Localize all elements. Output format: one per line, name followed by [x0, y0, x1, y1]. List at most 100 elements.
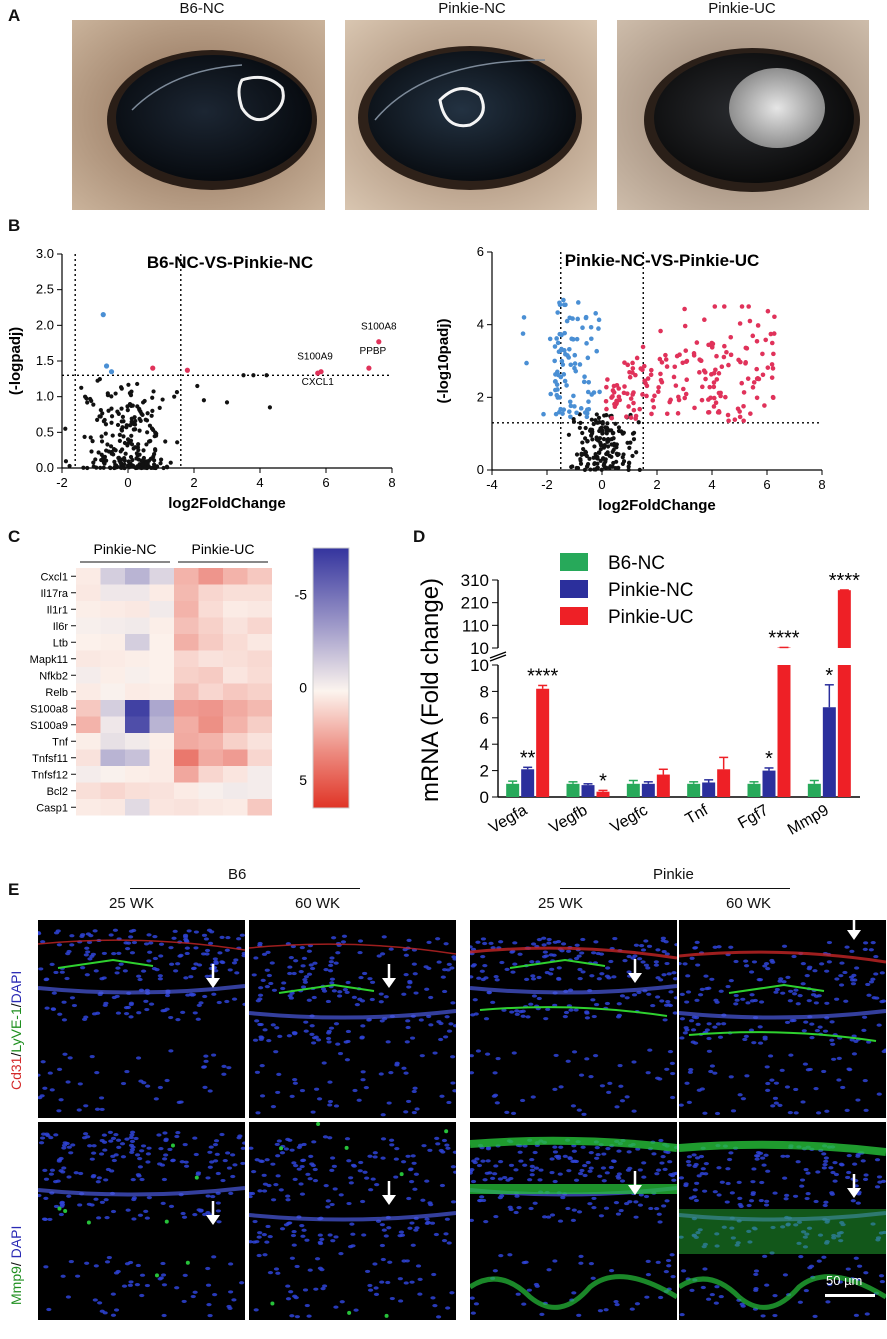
dapi-nucleus	[849, 949, 855, 953]
dapi-nucleus	[476, 1163, 483, 1168]
dapi-nucleus	[147, 950, 153, 954]
dapi-nucleus	[490, 1176, 496, 1180]
ns-gene-point	[127, 391, 133, 396]
up-gene-point	[772, 314, 777, 320]
dapi-nucleus	[655, 1260, 661, 1264]
dapi-nucleus	[275, 1174, 281, 1178]
dapi-nucleus	[846, 1067, 852, 1071]
dapi-nucleus	[743, 1034, 749, 1038]
dapi-nucleus	[699, 987, 705, 991]
dapi-nucleus	[182, 933, 189, 937]
x-tick-label: 6	[322, 475, 329, 490]
dapi-nucleus	[449, 1291, 455, 1295]
y-tick-label: 210	[461, 594, 489, 613]
up-gene-point	[702, 317, 707, 323]
dapi-nucleus	[89, 1157, 95, 1161]
dapi-nucleus	[110, 1292, 116, 1296]
up-gene-point	[750, 385, 756, 390]
ns-gene-point	[585, 464, 590, 469]
dapi-nucleus	[259, 1063, 265, 1068]
down-gene-point	[577, 362, 583, 367]
dapi-nucleus	[212, 957, 218, 961]
dapi-nucleus	[764, 1283, 770, 1287]
lyve1-vessel	[278, 983, 375, 994]
dapi-nucleus	[313, 1287, 319, 1291]
heatmap-cell	[223, 799, 248, 816]
ns-gene-point	[603, 425, 608, 430]
dapi-nucleus	[76, 1108, 82, 1112]
dapi-nucleus	[498, 940, 504, 944]
dapi-nucleus	[686, 1155, 693, 1159]
dapi-nucleus	[580, 970, 586, 974]
dapi-nucleus	[640, 948, 647, 952]
dapi-nucleus	[129, 1139, 136, 1143]
dapi-nucleus	[89, 1054, 95, 1059]
dapi-nucleus	[475, 1049, 482, 1053]
up-gene-point	[652, 393, 657, 399]
dapi-nucleus	[129, 1148, 135, 1152]
dapi-nucleus	[68, 1151, 74, 1155]
dapi-nucleus	[170, 1159, 176, 1163]
down-gene-point	[585, 355, 591, 361]
dapi-nucleus	[193, 946, 199, 950]
up-gene-point	[644, 393, 649, 399]
dapi-nucleus	[518, 1010, 524, 1014]
dapi-nucleus	[270, 1023, 276, 1027]
dapi-nucleus	[605, 1147, 611, 1151]
dapi-nucleus	[326, 1029, 332, 1034]
dapi-nucleus	[158, 1147, 164, 1151]
ns-gene-point	[118, 460, 123, 465]
ns-gene-point	[124, 423, 129, 428]
ns-gene-point	[611, 430, 616, 436]
dapi-nucleus	[589, 974, 595, 978]
dapi-nucleus	[588, 1262, 594, 1266]
dapi-nucleus	[782, 1176, 788, 1180]
dapi-nucleus	[404, 1259, 410, 1263]
ns-gene-point	[163, 439, 168, 444]
dapi-nucleus	[233, 958, 239, 962]
dapi-nucleus	[401, 992, 407, 996]
heatmap-cell	[76, 749, 101, 766]
dapi-nucleus	[529, 1157, 535, 1162]
heatmap-cell	[174, 568, 199, 585]
ns-gene-point	[126, 459, 131, 464]
x-tick-label: 2	[653, 477, 660, 492]
dapi-nucleus	[813, 1086, 819, 1091]
down-gene-point	[589, 392, 595, 397]
dapi-nucleus	[518, 1159, 524, 1163]
dapi-nucleus	[742, 1037, 748, 1042]
ns-gene-point	[151, 454, 156, 459]
heatmap-group-label: Pinkie-UC	[191, 541, 254, 557]
dapi-nucleus	[303, 1020, 309, 1024]
dapi-nucleus	[280, 986, 286, 991]
dapi-nucleus	[256, 1253, 262, 1258]
dapi-nucleus	[124, 1069, 130, 1074]
dapi-nucleus	[573, 956, 580, 961]
dapi-nucleus	[144, 1216, 150, 1220]
stain-dapi-1: DAPI	[8, 970, 24, 1004]
dapi-nucleus	[258, 1159, 264, 1163]
ns-gene-point	[133, 445, 138, 450]
dapi-nucleus	[99, 1107, 105, 1112]
up-gene-point	[769, 375, 775, 380]
dapi-nucleus	[481, 1198, 487, 1203]
dapi-nucleus	[409, 1036, 416, 1040]
down-gene-point	[582, 374, 587, 380]
dapi-nucleus	[192, 1136, 198, 1140]
ns-gene-point	[157, 405, 162, 410]
up-gene-point	[771, 331, 777, 336]
dapi-nucleus	[870, 1222, 876, 1226]
dapi-nucleus	[264, 1240, 270, 1244]
dapi-nucleus	[65, 951, 71, 956]
dapi-nucleus	[174, 1286, 180, 1290]
micrograph-image	[470, 936, 677, 1116]
dapi-nucleus	[523, 1260, 529, 1264]
dapi-nucleus	[351, 995, 357, 999]
dapi-nucleus	[576, 954, 582, 958]
up-gene-point	[765, 365, 771, 370]
up-gene-point	[658, 328, 663, 334]
dapi-nucleus	[490, 1000, 496, 1004]
dapi-nucleus	[763, 1203, 770, 1207]
dapi-nucleus	[38, 1193, 42, 1198]
dapi-nucleus	[188, 975, 194, 979]
